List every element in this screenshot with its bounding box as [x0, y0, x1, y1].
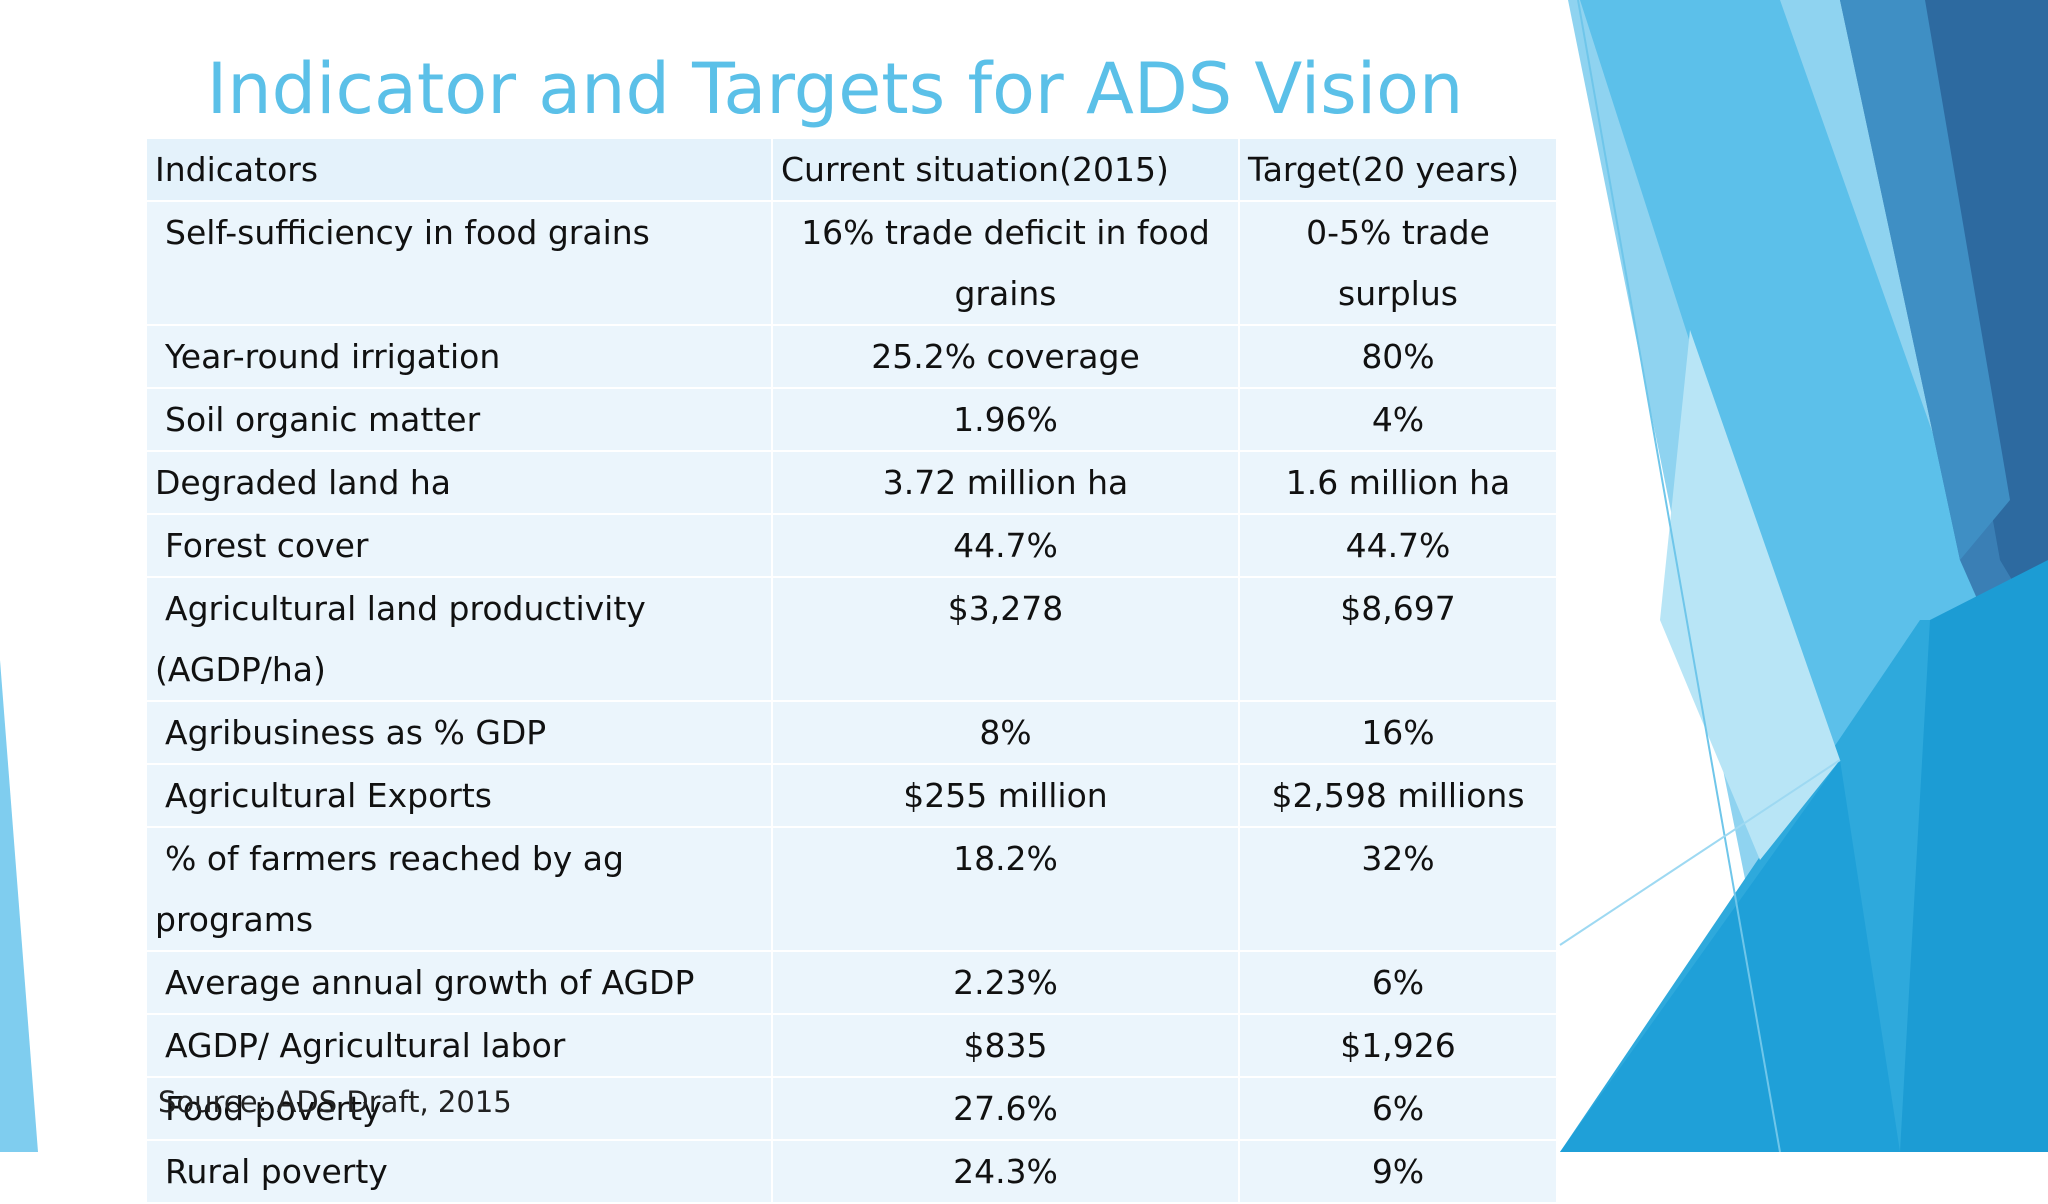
current-cell: 16% trade deficit in food grains — [771, 200, 1240, 326]
indicator-cell: Forest cover — [165, 526, 369, 565]
indicators-table: Indicators Current situation(2015) Targe… — [145, 137, 1558, 1204]
header-current-label: Current situation(2015) — [781, 150, 1169, 189]
table-row: Agricultural land productivity (AGDP/ha)… — [145, 576, 1558, 702]
current-cell: $835 — [771, 1013, 1240, 1078]
target-cell: 6% — [1238, 1076, 1558, 1141]
indicator-cell: Soil organic matter — [165, 400, 481, 439]
indicator-cell: Year-round irrigation — [165, 337, 501, 376]
current-cell: 18.2% — [771, 826, 1240, 952]
target-cell: 6% — [1238, 950, 1558, 1015]
target-cell: 0-5% trade surplus — [1238, 200, 1558, 326]
table-row: Self-sufficiency in food grains 16% trad… — [145, 200, 1558, 326]
current-cell: 25.2% coverage — [771, 324, 1240, 389]
target-cell: 80% — [1238, 324, 1558, 389]
target-cell: $2,598 millions — [1238, 763, 1558, 828]
current-cell: 1.96% — [771, 387, 1240, 452]
indicator-cell: Rural poverty — [165, 1152, 388, 1191]
current-cell: 44.7% — [771, 513, 1240, 578]
table-row: Soil organic matter 1.96% 4% — [145, 387, 1558, 452]
target-cell: $1,926 — [1238, 1013, 1558, 1078]
table-row: Agribusiness as % GDP 8% 16% — [145, 700, 1558, 765]
indicator-cell: % of farmers reached by ag programs — [155, 839, 624, 939]
page-title: Indicator and Targets for ADS Vision — [206, 48, 1464, 130]
current-cell: 2.23% — [771, 950, 1240, 1015]
indicator-cell: Self-sufficiency in food grains — [165, 213, 650, 252]
target-cell: $8,697 — [1238, 576, 1558, 702]
table-row: Average annual growth of AGDP 2.23% 6% — [145, 950, 1558, 1015]
header-target: Target(20 years) — [1238, 137, 1558, 202]
table-row: Forest cover 44.7% 44.7% — [145, 513, 1558, 578]
current-cell: 24.3% — [771, 1139, 1240, 1204]
table-row: Agricultural Exports $255 million $2,598… — [145, 763, 1558, 828]
header-indicators: Indicators — [145, 137, 773, 202]
header-target-label: Target(20 years) — [1248, 150, 1520, 189]
current-cell: 8% — [771, 700, 1240, 765]
background-art — [0, 0, 2048, 1152]
table-row: Food poverty 27.6% 6% — [145, 1076, 1558, 1141]
indicator-cell: Agricultural land productivity (AGDP/ha) — [155, 589, 646, 689]
indicator-cell: Agricultural Exports — [165, 776, 493, 815]
target-cell: 16% — [1238, 700, 1558, 765]
indicator-cell: Agribusiness as % GDP — [165, 713, 547, 752]
source-note: Source: ADS Draft, 2015 — [158, 1085, 512, 1119]
current-cell: 27.6% — [771, 1076, 1240, 1141]
table-row: AGDP/ Agricultural labor $835 $1,926 — [145, 1013, 1558, 1078]
table-row: Year-round irrigation 25.2% coverage 80% — [145, 324, 1558, 389]
target-cell: 44.7% — [1238, 513, 1558, 578]
indicator-cell: Food poverty — [165, 1089, 382, 1128]
indicator-cell: Degraded land ha — [155, 463, 452, 502]
header-current: Current situation(2015) — [771, 137, 1240, 202]
current-cell: $3,278 — [771, 576, 1240, 702]
table-row: Degraded land ha 3.72 million ha 1.6 mil… — [145, 450, 1558, 515]
target-cell: 9% — [1238, 1139, 1558, 1204]
table-row: % of farmers reached by ag programs 18.2… — [145, 826, 1558, 952]
table-header-row: Indicators Current situation(2015) Targe… — [145, 137, 1558, 202]
target-cell: 1.6 million ha — [1238, 450, 1558, 515]
indicator-cell: Average annual growth of AGDP — [165, 963, 695, 1002]
current-cell: 3.72 million ha — [771, 450, 1240, 515]
table-row: Rural poverty 24.3% 9% — [145, 1139, 1558, 1204]
indicator-cell: AGDP/ Agricultural labor — [165, 1026, 566, 1065]
current-cell: $255 million — [771, 763, 1240, 828]
target-cell: 4% — [1238, 387, 1558, 452]
target-cell: 32% — [1238, 826, 1558, 952]
